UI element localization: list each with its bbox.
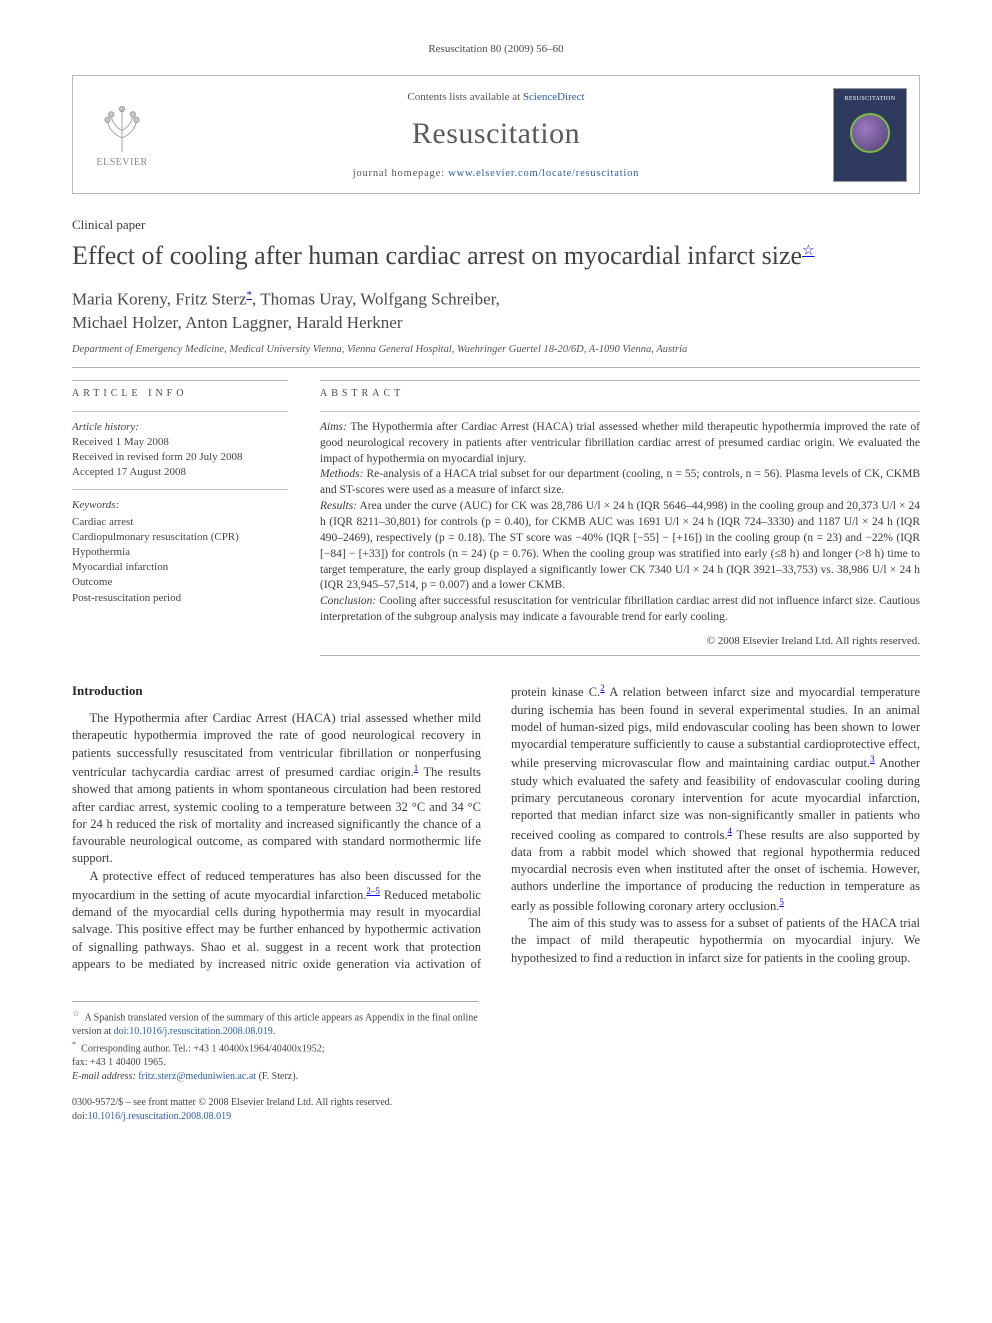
- ref-link-3[interactable]: 3: [870, 754, 875, 764]
- journal-home-link[interactable]: www.elsevier.com/locate/resuscitation: [448, 168, 639, 179]
- authors-line: Maria Koreny, Fritz Sterz*, Thomas Uray,…: [72, 288, 920, 335]
- ref-link-2[interactable]: 2: [600, 683, 605, 693]
- journal-home-line: journal homepage: www.elsevier.com/locat…: [179, 167, 813, 181]
- methods-lead: Methods:: [320, 468, 363, 480]
- footnote-email: E-mail address: fritz.sterz@meduniwien.a…: [72, 1070, 479, 1084]
- abstract-label: ABSTRACT: [320, 387, 920, 401]
- results-lead: Results:: [320, 500, 357, 512]
- keyword: Cardiac arrest: [72, 515, 288, 530]
- ref-link-2-5[interactable]: 2–5: [366, 886, 380, 896]
- conclusion-text: Cooling after successful resuscitation f…: [320, 595, 920, 623]
- banner-center: Contents lists available at ScienceDirec…: [171, 76, 821, 193]
- footnote-star: ☆ A Spanish translated version of the su…: [72, 1008, 479, 1039]
- doi-prefix: doi:: [72, 1111, 88, 1122]
- email-label: E-mail address:: [72, 1071, 138, 1082]
- cover-art-icon: [850, 113, 890, 153]
- keyword: Post-resuscitation period: [72, 591, 288, 606]
- meta-columns: ARTICLE INFO Article history: Received 1…: [72, 380, 920, 656]
- body-para-1: The Hypothermia after Cardiac Arrest (HA…: [72, 710, 481, 867]
- history-label: Article history:: [72, 420, 288, 435]
- title-text: Effect of cooling after human cardiac ar…: [72, 241, 802, 270]
- abstract-copyright: © 2008 Elsevier Ireland Ltd. All rights …: [320, 634, 920, 649]
- front-matter-line: 0300-9572/$ – see front matter © 2008 El…: [72, 1096, 920, 1124]
- abstract-column: ABSTRACT Aims: The Hypothermia after Car…: [320, 380, 920, 656]
- publisher-logo-cell: ELSEVIER: [73, 76, 171, 193]
- info-rule-1: [72, 411, 288, 412]
- methods-text: Re-analysis of a HACA trial subset for o…: [320, 468, 920, 496]
- footnotes: ☆ A Spanish translated version of the su…: [72, 1001, 479, 1084]
- elsevier-tree-icon: [95, 100, 149, 154]
- conclusion-lead: Conclusion:: [320, 595, 376, 607]
- corr-author-link[interactable]: *: [247, 289, 253, 301]
- journal-cover-cell: RESUSCITATION: [821, 76, 919, 193]
- footnote-corr: * Corresponding author. Tel.: +43 1 4040…: [72, 1039, 479, 1070]
- keyword: Outcome: [72, 575, 288, 590]
- keyword: Hypothermia: [72, 545, 288, 560]
- journal-home-prefix: journal homepage:: [353, 168, 448, 179]
- keyword: Cardiopulmonary resuscitation (CPR): [72, 530, 288, 545]
- footnote-fax: fax: +43 1 40400 1965.: [72, 1057, 166, 1068]
- front-matter-text: 0300-9572/$ – see front matter © 2008 El…: [72, 1096, 920, 1110]
- contents-prefix: Contents lists available at: [407, 91, 522, 103]
- aims-text: The Hypothermia after Cardiac Arrest (HA…: [320, 421, 920, 465]
- contents-available-line: Contents lists available at ScienceDirec…: [179, 90, 813, 105]
- footnote-doi-link[interactable]: doi:10.1016/j.resuscitation.2008.08.019: [114, 1026, 273, 1037]
- article-type: Clinical paper: [72, 216, 920, 234]
- abstract-text: Aims: The Hypothermia after Cardiac Arre…: [320, 420, 920, 626]
- aims-lead: Aims:: [320, 421, 347, 433]
- article-info-column: ARTICLE INFO Article history: Received 1…: [72, 380, 288, 656]
- sciencedirect-link[interactable]: ScienceDirect: [523, 91, 585, 103]
- history-revised: Received in revised form 20 July 2008: [72, 450, 288, 465]
- body-para-3: The aim of this study was to assess for …: [511, 915, 920, 967]
- title-note-link[interactable]: ☆: [802, 244, 815, 259]
- results-text: Area under the curve (AUC) for CK was 28…: [320, 500, 920, 591]
- cover-title: RESUSCITATION: [844, 95, 895, 103]
- journal-banner: ELSEVIER Contents lists available at Sci…: [72, 75, 920, 194]
- history-accepted: Accepted 17 August 2008: [72, 465, 288, 480]
- keyword: Myocardial infarction: [72, 560, 288, 575]
- ref-link-5[interactable]: 5: [779, 897, 784, 907]
- email-tail: (F. Sterz).: [256, 1071, 298, 1082]
- keywords-label: Keywords:: [72, 498, 288, 513]
- affiliation: Department of Emergency Medicine, Medica…: [72, 343, 920, 357]
- article-doi-link[interactable]: 10.1016/j.resuscitation.2008.08.019: [88, 1111, 232, 1122]
- publisher-name: ELSEVIER: [96, 156, 147, 170]
- corr-email-link[interactable]: fritz.sterz@meduniwien.ac.at: [138, 1071, 256, 1082]
- ref-link-4[interactable]: 4: [727, 826, 732, 836]
- abs-bottom-rule: [320, 655, 920, 656]
- introduction-heading: Introduction: [72, 682, 481, 700]
- running-head: Resuscitation 80 (2009) 56–60: [72, 42, 920, 57]
- body-columns: Introduction The Hypothermia after Cardi…: [72, 682, 920, 973]
- history-received: Received 1 May 2008: [72, 435, 288, 450]
- info-rule-2: [72, 489, 288, 490]
- article-title: Effect of cooling after human cardiac ar…: [72, 238, 920, 274]
- elsevier-logo: ELSEVIER: [87, 96, 157, 174]
- article-info-label: ARTICLE INFO: [72, 387, 288, 401]
- abs-rule: [320, 411, 920, 412]
- journal-name: Resuscitation: [179, 113, 813, 154]
- journal-cover-thumb: RESUSCITATION: [833, 88, 907, 182]
- ref-link-1[interactable]: 1: [414, 763, 419, 773]
